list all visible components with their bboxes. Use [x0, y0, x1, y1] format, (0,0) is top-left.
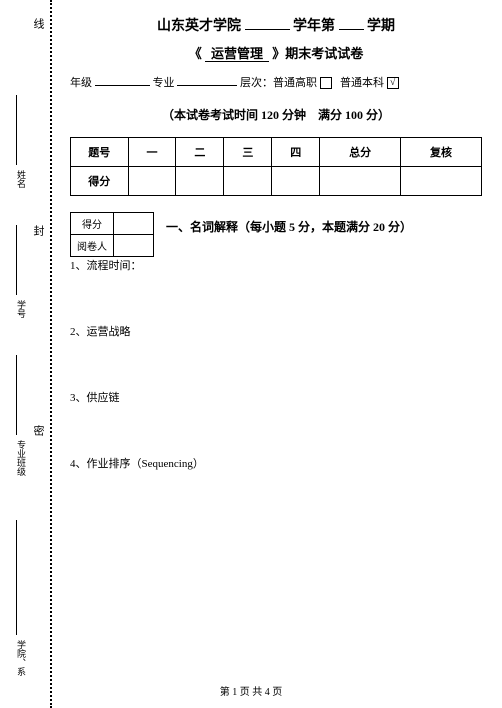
page-footer: 第 1 页 共 4 页	[0, 683, 502, 698]
level-label: 层次：普通高职	[240, 77, 317, 89]
td-defen: 得分	[71, 167, 129, 196]
binding-dotted-line	[50, 0, 52, 708]
side-label-xian: 线	[30, 18, 46, 29]
side-label-feng: 封	[30, 225, 46, 236]
year-label-1: 学年第	[293, 19, 335, 34]
blank-year	[245, 16, 290, 30]
mini-blank	[114, 213, 154, 235]
course-close: 》期末考试试卷	[272, 46, 363, 61]
question-4: 4、作业排序（Sequencing）	[70, 455, 482, 471]
table-row: 题号 一 二 三 四 总分 复核	[71, 138, 482, 167]
table-row: 得分	[71, 167, 482, 196]
mini-blank	[114, 235, 154, 257]
td-blank	[128, 167, 176, 196]
td-blank	[320, 167, 401, 196]
th-review: 复核	[401, 138, 482, 167]
side-line-1	[16, 95, 17, 165]
question-3: 3、供应链	[70, 389, 482, 405]
title-row-2: 《 运营管理 》期末考试试卷	[70, 43, 482, 62]
mini-score-table: 得分 阅卷人	[70, 212, 154, 257]
table-row: 得分	[71, 213, 154, 235]
year-label-2: 学期	[367, 19, 395, 34]
mini-defen: 得分	[71, 213, 114, 235]
score-main-table: 题号 一 二 三 四 总分 复核 得分	[70, 137, 482, 196]
th-1: 一	[128, 138, 176, 167]
td-blank	[272, 167, 320, 196]
title-row-1: 山东英才学院 学年第 学期	[70, 15, 482, 35]
th-tihao: 题号	[71, 138, 129, 167]
blank-major	[177, 72, 237, 86]
th-4: 四	[272, 138, 320, 167]
th-2: 二	[176, 138, 224, 167]
side-sub-banji: 专业班级	[15, 440, 28, 476]
checkbox-gaozhi[interactable]	[320, 77, 332, 89]
side-line-2	[16, 225, 17, 295]
course-open: 《	[189, 46, 202, 61]
side-line-3	[16, 355, 17, 435]
school-name: 山东英才学院	[157, 19, 241, 34]
blank-grade	[95, 72, 150, 86]
side-sub-xingming: 姓名	[15, 170, 28, 188]
table-row: 阅卷人	[71, 235, 154, 257]
content-area: 山东英才学院 学年第 学期 《 运营管理 》期末考试试卷 年级 专业 层次：普通…	[70, 15, 482, 471]
th-3: 三	[224, 138, 272, 167]
side-sub-xuehao: 学号	[15, 300, 28, 318]
td-blank	[224, 167, 272, 196]
td-blank	[176, 167, 224, 196]
side-line-4	[16, 520, 17, 635]
th-total: 总分	[320, 138, 401, 167]
checkbox-benke[interactable]: √	[387, 77, 399, 89]
info-row: 年级 专业 层次：普通高职 普通本科 √	[70, 72, 482, 90]
timing-text: （本试卷考试时间 120 分钟 满分 100 分）	[70, 106, 482, 123]
side-sub-xueyuan: 学院、系	[15, 640, 28, 676]
question-2: 2、运营战略	[70, 323, 482, 339]
major-label: 专业	[153, 77, 175, 89]
blank-term	[339, 16, 364, 30]
grade-label: 年级	[70, 77, 92, 89]
td-blank	[401, 167, 482, 196]
mini-yuejuan: 阅卷人	[71, 235, 114, 257]
side-label-mi: 密	[30, 425, 46, 436]
course-name: 运营管理	[205, 46, 269, 62]
question-1: 1、流程时间：	[70, 257, 482, 273]
benke-label: 普通本科	[340, 77, 384, 89]
